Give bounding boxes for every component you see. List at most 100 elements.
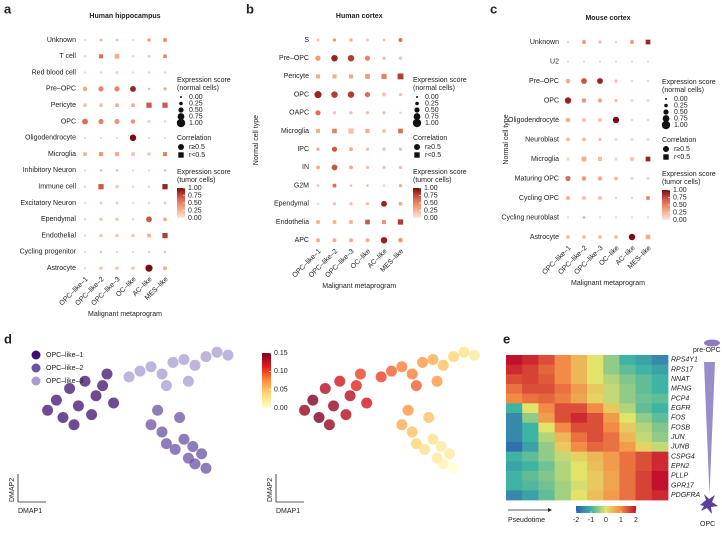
heat-cell bbox=[587, 442, 604, 453]
dot bbox=[162, 102, 168, 108]
heat-cell bbox=[538, 471, 555, 482]
dot bbox=[131, 266, 135, 270]
dot bbox=[614, 60, 618, 63]
heat-cell bbox=[522, 384, 539, 395]
heat-cell bbox=[522, 413, 539, 424]
legend-shape bbox=[663, 146, 669, 152]
dot bbox=[628, 233, 636, 241]
point bbox=[156, 368, 168, 380]
gene-label: MFNG bbox=[671, 386, 692, 393]
dot bbox=[365, 165, 370, 170]
dot bbox=[582, 235, 586, 239]
dot bbox=[645, 39, 651, 45]
legend-marker bbox=[31, 376, 41, 386]
dot bbox=[566, 157, 570, 161]
heat-cell bbox=[554, 451, 572, 462]
point bbox=[50, 394, 62, 406]
dot bbox=[365, 147, 370, 151]
heat-cell bbox=[603, 393, 620, 404]
heat-cell bbox=[619, 480, 636, 491]
dot bbox=[315, 110, 321, 116]
heat-cell bbox=[554, 432, 572, 443]
point bbox=[145, 419, 157, 431]
y-tick-label: Oligodendrocyte bbox=[508, 117, 559, 124]
dot bbox=[163, 120, 167, 123]
x-axis-title: DMAP1 bbox=[18, 508, 42, 515]
heat-cell bbox=[570, 355, 588, 366]
cell-icon bbox=[704, 339, 720, 347]
point bbox=[108, 397, 120, 409]
dot bbox=[131, 38, 135, 42]
heat-cell bbox=[651, 413, 669, 424]
dot bbox=[115, 250, 119, 254]
heat-cell bbox=[538, 374, 555, 385]
heat-cell bbox=[619, 403, 636, 414]
point bbox=[328, 400, 340, 412]
heat-cell bbox=[506, 471, 523, 482]
dot bbox=[83, 266, 87, 270]
legend-label: r<0.5 bbox=[674, 154, 690, 161]
dot bbox=[83, 152, 87, 156]
dot bbox=[147, 71, 151, 74]
heat-cell bbox=[651, 432, 669, 443]
legend-title: (normal cells) bbox=[177, 85, 219, 92]
heat-cell bbox=[506, 364, 523, 375]
point bbox=[350, 380, 362, 392]
dot bbox=[332, 74, 337, 79]
dot bbox=[364, 92, 371, 98]
legend-shape bbox=[178, 152, 184, 158]
legend-label: 0.25 bbox=[425, 100, 439, 107]
heat-cell bbox=[538, 393, 555, 404]
dot bbox=[564, 97, 572, 104]
pseudotime-arrow-head bbox=[548, 508, 552, 512]
dot bbox=[381, 200, 387, 207]
dot bbox=[114, 118, 120, 125]
legend-size-dot bbox=[178, 107, 184, 113]
point bbox=[160, 438, 172, 450]
point bbox=[417, 356, 429, 368]
heat-cell bbox=[554, 374, 572, 385]
heat-cell bbox=[587, 384, 604, 395]
dot bbox=[163, 54, 167, 59]
legend-size-dot bbox=[661, 120, 671, 130]
heat-cell bbox=[603, 403, 620, 414]
dot bbox=[316, 147, 320, 151]
heat-cell bbox=[522, 393, 539, 404]
point bbox=[410, 438, 422, 450]
colorbar-label: 2 bbox=[634, 517, 638, 524]
legend-label: 0.75 bbox=[425, 113, 439, 120]
point bbox=[123, 371, 135, 383]
legend-label: 0.50 bbox=[425, 107, 439, 114]
colorbar-label: 1.00 bbox=[673, 187, 687, 194]
heat-cell bbox=[651, 393, 669, 404]
dot bbox=[162, 152, 168, 157]
colorbar-label: 0.10 bbox=[274, 368, 288, 375]
dot bbox=[612, 116, 620, 124]
legend-label: r≥0.5 bbox=[189, 144, 205, 151]
heat-cell bbox=[635, 413, 653, 424]
heat-cell bbox=[522, 364, 539, 375]
colorbar-label: 0.15 bbox=[274, 350, 288, 357]
point bbox=[468, 349, 480, 361]
legend-size-dot bbox=[662, 115, 670, 122]
dot bbox=[398, 38, 403, 42]
dot bbox=[316, 38, 320, 42]
heat-cell bbox=[587, 480, 604, 491]
dot bbox=[630, 216, 634, 219]
dot bbox=[332, 238, 337, 243]
x-axis-title: Malignant metaprogram bbox=[571, 280, 645, 287]
dot bbox=[146, 216, 152, 223]
y-tick-label: Pre–OPC bbox=[529, 78, 559, 85]
dot bbox=[382, 56, 386, 60]
dot bbox=[630, 176, 634, 181]
heat-cell bbox=[635, 432, 653, 443]
dot bbox=[99, 71, 103, 74]
dot bbox=[147, 250, 151, 254]
gene-label: EGFR bbox=[671, 405, 690, 412]
dot bbox=[565, 175, 571, 182]
dot bbox=[646, 176, 650, 181]
legend-title: Expression score bbox=[413, 77, 467, 84]
dot bbox=[349, 147, 353, 152]
dot bbox=[630, 118, 634, 122]
heat-cell bbox=[619, 490, 636, 501]
